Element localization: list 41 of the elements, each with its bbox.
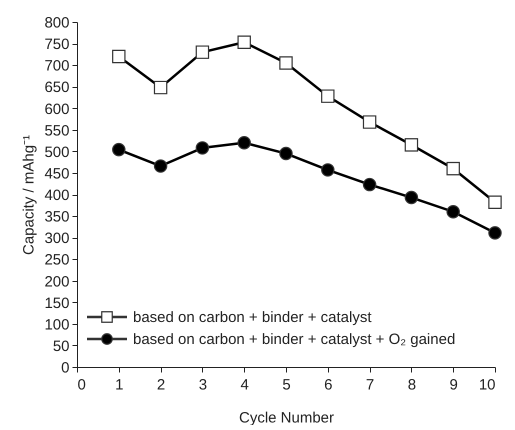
y-axis-title: Capacity / mAhg⁻¹ xyxy=(20,134,38,256)
y-tick-label: 800 xyxy=(44,14,70,32)
y-tick-label: 650 xyxy=(44,79,70,96)
y-tick-label: 550 xyxy=(44,122,70,140)
point xyxy=(112,142,126,156)
y-tick-label: 150 xyxy=(44,294,70,312)
x-tick-label: 4 xyxy=(240,376,249,394)
x-tick-label: 1 xyxy=(115,376,124,394)
legend-label: based on carbon + binder + catalyst xyxy=(133,309,372,326)
y-tick-label: 750 xyxy=(44,36,70,54)
point xyxy=(237,136,251,150)
point xyxy=(404,190,418,204)
x-tick-label: 0 xyxy=(78,376,86,394)
y-tick-label: 450 xyxy=(44,165,70,182)
legend-label: based on carbon + binder + catalyst + O₂ gained xyxy=(133,331,456,348)
x-tick-label: 7 xyxy=(366,376,374,394)
point xyxy=(321,163,335,177)
y-tick-label: 200 xyxy=(44,273,70,290)
y-tick-label: 250 xyxy=(44,252,70,269)
x-tick-label: 8 xyxy=(408,376,416,394)
point xyxy=(362,178,376,192)
y-tick-label: 350 xyxy=(44,208,70,226)
y-tick-label: 700 xyxy=(44,58,70,75)
y-tick-label: 100 xyxy=(44,316,70,334)
x-tick-label: 10 xyxy=(478,376,496,394)
y-tick-label: 300 xyxy=(44,230,70,248)
x-tick-label: 5 xyxy=(282,376,291,394)
point xyxy=(154,159,168,173)
x-tick-label: 2 xyxy=(156,376,166,394)
point xyxy=(488,226,502,240)
x-tick-label: 6 xyxy=(324,376,332,394)
x-tick-label: 3 xyxy=(198,376,208,394)
y-tick-label: 600 xyxy=(44,100,70,118)
point xyxy=(446,205,460,218)
point xyxy=(279,146,293,160)
y-tick-label: 50 xyxy=(52,338,70,355)
y-tick-label: 0 xyxy=(61,360,70,376)
point xyxy=(196,141,210,155)
x-tick-label: 9 xyxy=(450,376,458,394)
y-tick-label: 500 xyxy=(44,144,70,161)
y-tick-label: 400 xyxy=(44,187,70,204)
